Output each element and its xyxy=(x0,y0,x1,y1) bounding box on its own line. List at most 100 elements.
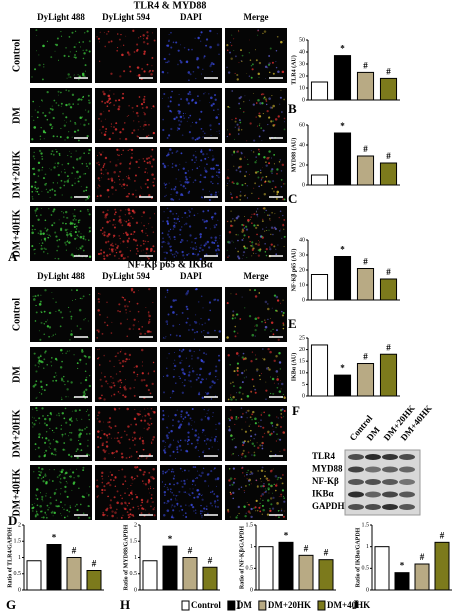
signal xyxy=(31,228,34,231)
signal xyxy=(164,187,167,189)
bar xyxy=(333,256,352,301)
signal xyxy=(126,115,129,118)
signal xyxy=(152,435,156,439)
signal xyxy=(253,187,255,189)
signal xyxy=(243,475,246,477)
signal xyxy=(67,228,69,230)
signal xyxy=(60,424,63,427)
signal xyxy=(31,422,34,424)
signal xyxy=(206,240,210,244)
signal xyxy=(247,510,251,513)
signal xyxy=(43,454,46,458)
signal xyxy=(177,495,179,497)
signal xyxy=(209,102,210,104)
signal xyxy=(126,335,129,338)
signal xyxy=(218,359,220,362)
signal xyxy=(242,251,246,254)
column-header: DyLight 594 xyxy=(102,12,150,22)
signal xyxy=(205,38,209,41)
signal xyxy=(34,320,37,322)
signal xyxy=(118,431,120,433)
signal xyxy=(201,517,203,519)
signal xyxy=(42,516,45,519)
signal xyxy=(249,59,252,61)
signal xyxy=(178,444,182,448)
signal xyxy=(252,410,255,414)
signal xyxy=(44,183,47,186)
signal xyxy=(237,133,240,135)
signal xyxy=(129,508,132,511)
signal xyxy=(56,249,58,252)
signal xyxy=(143,38,145,40)
signal xyxy=(226,221,228,222)
signal xyxy=(105,440,108,444)
signal xyxy=(177,103,181,107)
micrograph xyxy=(95,147,157,202)
signal xyxy=(283,235,286,239)
signal xyxy=(237,505,241,509)
signal xyxy=(88,414,90,416)
signal xyxy=(115,249,117,251)
signal xyxy=(34,68,37,71)
signal xyxy=(64,168,66,170)
signal xyxy=(70,196,73,199)
signal xyxy=(260,178,263,181)
signal xyxy=(277,476,280,479)
signal xyxy=(261,102,264,105)
signal xyxy=(146,428,149,431)
signal xyxy=(112,479,115,482)
signal xyxy=(117,33,119,35)
signal xyxy=(237,417,240,419)
signal xyxy=(205,219,208,223)
signal xyxy=(121,456,124,459)
signal xyxy=(196,331,199,333)
signal xyxy=(259,498,261,500)
signal xyxy=(175,222,177,224)
signal xyxy=(280,413,282,415)
signal xyxy=(248,479,250,482)
signal xyxy=(245,171,247,173)
signal xyxy=(246,478,248,480)
signal xyxy=(176,217,179,221)
signal xyxy=(121,185,123,187)
bar xyxy=(333,132,352,186)
signal xyxy=(126,407,129,411)
signal xyxy=(217,219,219,221)
signal xyxy=(97,187,99,189)
signal xyxy=(203,93,205,95)
signal xyxy=(69,505,71,507)
signal xyxy=(161,232,164,234)
signal xyxy=(114,223,116,225)
signal xyxy=(110,381,112,383)
signal xyxy=(176,451,179,454)
signal xyxy=(237,239,239,242)
signal xyxy=(202,188,204,191)
signal xyxy=(122,483,125,486)
signal xyxy=(105,213,109,216)
signal xyxy=(169,249,173,252)
signal xyxy=(263,358,266,361)
signal xyxy=(188,117,190,119)
signal xyxy=(169,210,171,213)
signal xyxy=(214,467,216,469)
signal xyxy=(148,313,150,315)
signal xyxy=(98,179,101,182)
signal xyxy=(143,50,146,53)
signal xyxy=(253,454,256,457)
signal xyxy=(32,100,34,103)
signal xyxy=(202,429,205,432)
signal xyxy=(100,120,103,122)
signal xyxy=(278,216,280,219)
signal xyxy=(98,301,100,303)
signal xyxy=(245,485,247,487)
signal xyxy=(119,392,121,394)
signal xyxy=(259,510,262,513)
signal xyxy=(76,503,78,506)
signal xyxy=(236,73,239,77)
signal xyxy=(244,195,246,197)
signal xyxy=(232,381,234,384)
significance-marker: # xyxy=(386,151,391,161)
signal xyxy=(227,240,230,244)
band xyxy=(348,454,364,460)
signal xyxy=(206,413,208,415)
